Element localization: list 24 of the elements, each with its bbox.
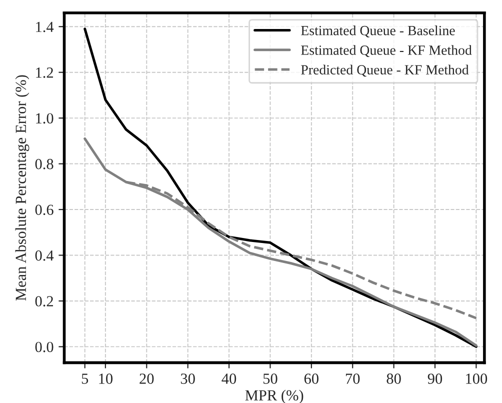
y-tick-label: 1.4 (36, 22, 54, 32)
x-tick-label: 5 (82, 374, 88, 384)
x-tick-label: 80 (386, 374, 401, 384)
x-tick-label: 70 (346, 374, 360, 384)
y-tick-label: 0.0 (35, 342, 54, 352)
legend-label: Estimated Queue - KF Method (301, 45, 472, 57)
y-tick-label: 0.6 (35, 204, 54, 216)
y-tick-label: 1.0 (36, 113, 54, 124)
x-tick-label: 30 (180, 374, 195, 384)
y-tick-label: 1.2 (36, 68, 53, 78)
x-tick-label: 20 (140, 374, 154, 384)
x-tick-label: 10 (99, 374, 113, 384)
x-tick-label: 90 (428, 374, 442, 384)
y-tick-label: 0.2 (35, 296, 53, 306)
line-series (84, 137, 478, 347)
y-axis-title: Mean Absolute Percentage Error (%) (15, 75, 30, 301)
x-tick-label: 50 (263, 374, 278, 384)
x-tick-label: 60 (304, 374, 318, 384)
y-tick-label: 0.8 (35, 158, 54, 170)
x-tick-label: 100 (466, 374, 488, 384)
x-tick-label: 40 (222, 374, 236, 384)
y-tick-label: 0.4 (35, 250, 54, 261)
legend-label: Predicted Queue - KF Method (301, 64, 469, 77)
legend-label: Estimated Queue - Baseline (301, 25, 455, 38)
